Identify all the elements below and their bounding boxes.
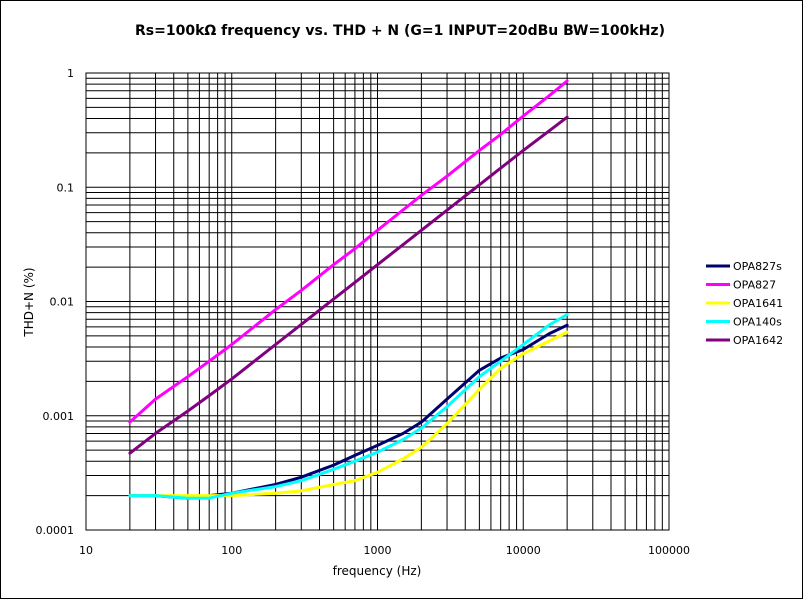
series-line-opa1641: [128, 330, 569, 498]
legend-label-opa827: OPA827: [733, 279, 776, 292]
legend: OPA827s OPA827 OPA1641 OPA140s OPA1642: [706, 260, 783, 347]
y-tick-label: 0.01: [50, 296, 75, 309]
x-tick-labels: 10 100 1000 10000 100000: [79, 544, 690, 557]
y-axis-label: THD+N (%): [22, 267, 36, 337]
x-tick-label: 100: [221, 544, 242, 557]
plot-area: [85, 72, 670, 531]
series-line-opa827s: [128, 323, 569, 500]
legend-label-opa1641: OPA1641: [733, 297, 783, 310]
legend-label-opa1642: OPA1642: [733, 334, 783, 347]
x-tick-label: 10000: [506, 544, 541, 557]
y-tick-label: 0.0001: [36, 524, 75, 537]
x-tick-label: 10: [79, 544, 93, 557]
x-tick-label: 100000: [648, 544, 690, 557]
x-tick-label: 1000: [364, 544, 392, 557]
legend-label-opa827s: OPA827s: [733, 260, 782, 273]
y-tick-label: 1: [67, 67, 74, 80]
chart-title: Rs=100kΩ frequency vs. THD + N (G=1 INPU…: [135, 23, 665, 39]
series-line-opa1642: [128, 115, 569, 455]
y-tick-labels: 0.0001 0.001 0.01 0.1 1: [36, 67, 75, 537]
series-group: [128, 79, 569, 500]
series-line-opa827: [128, 79, 569, 424]
series-line-opa140s: [128, 313, 569, 500]
y-tick-label: 0.001: [43, 410, 75, 423]
legend-label-opa140s: OPA140s: [733, 316, 782, 329]
y-tick-label: 0.1: [57, 181, 75, 194]
grid-lines: [86, 73, 669, 530]
x-axis-label: frequency (Hz): [333, 564, 422, 578]
